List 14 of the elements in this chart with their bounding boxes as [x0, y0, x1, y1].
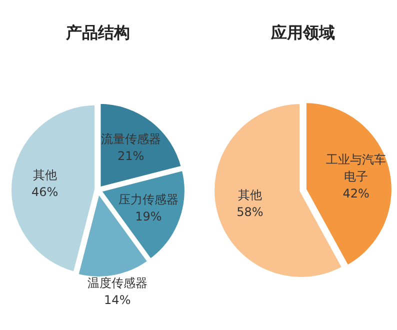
data-label: 14% [104, 293, 131, 308]
data-label: 58% [236, 205, 264, 220]
chart-title: 产品结构 [65, 23, 130, 42]
data-label: 19% [135, 210, 162, 224]
data-label: 42% [342, 186, 370, 200]
slice-label: 其他 [32, 168, 57, 182]
slice-label: 工业与汽车电子 [326, 152, 386, 184]
chart-title: 应用领域 [270, 23, 335, 42]
data-label: 21% [118, 149, 144, 164]
slice-label: 压力传感器 [118, 192, 178, 207]
data-label: 46% [31, 184, 58, 199]
slice-label: 流量传感器 [100, 132, 161, 146]
slice-label: 温度传感器 [87, 276, 148, 290]
slice-label: 其他 [238, 188, 262, 202]
